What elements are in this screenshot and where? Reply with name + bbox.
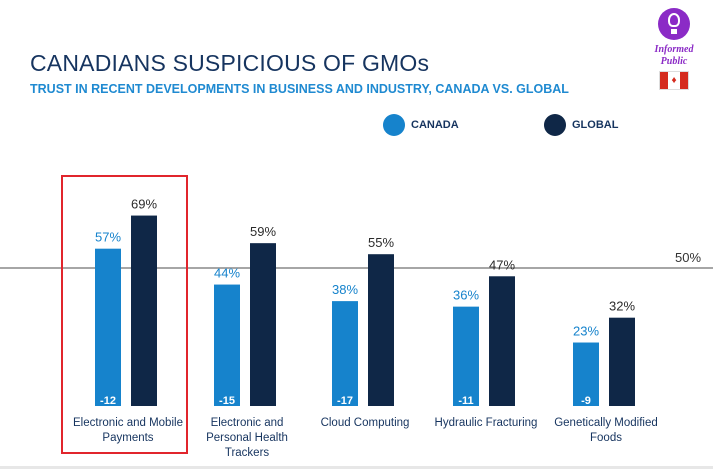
category-label-1: Electronic and Mobile Payments xyxy=(73,417,183,444)
category-label-4: Hydraulic Fracturing xyxy=(434,417,538,429)
bar-canada-4 xyxy=(453,306,479,406)
value-label-canada-5: 23% xyxy=(573,324,599,339)
bar-canada-1 xyxy=(95,248,121,406)
value-label-global-3: 55% xyxy=(368,235,394,250)
value-label-global-5: 32% xyxy=(609,299,635,314)
value-label-canada-4: 36% xyxy=(453,288,479,303)
bar-canada-2 xyxy=(214,284,240,406)
bar-canada-5 xyxy=(573,342,599,406)
value-label-canada-2: 44% xyxy=(214,266,240,281)
difference-label-4: -11 xyxy=(458,395,473,407)
category-label-3: Cloud Computing xyxy=(320,417,410,429)
canada-flag-icon: ♦ xyxy=(659,71,689,90)
bar-global-5 xyxy=(609,317,635,406)
legend-item-canada: CANADA xyxy=(383,114,459,136)
value-label-global-4: 47% xyxy=(489,257,515,272)
logo-line-1: Informed xyxy=(654,44,694,55)
bar-global-3 xyxy=(368,254,394,406)
lightbulb-icon xyxy=(658,8,690,40)
difference-label-1: -12 xyxy=(100,395,116,407)
legend-swatch-global xyxy=(544,114,566,136)
logo-text: Informed Public xyxy=(646,44,702,68)
footer-divider xyxy=(0,466,713,469)
highlight-box xyxy=(61,175,188,454)
legend-item-global: GLOBAL xyxy=(544,114,618,136)
value-label-canada-3: 38% xyxy=(332,282,358,297)
difference-label-3: -17 xyxy=(337,395,353,407)
chart-title: CANADIANS SUSPICIOUS OF GMOs xyxy=(30,50,430,76)
category-label-5: Genetically Modified Foods xyxy=(554,417,658,444)
bar-global-2 xyxy=(250,243,276,406)
reference-line-label: 50% xyxy=(675,250,701,265)
difference-label-2: -15 xyxy=(219,395,235,407)
chart-subtitle: TRUST IN RECENT DEVELOPMENTS IN BUSINESS… xyxy=(30,82,569,96)
logo-line-2: Public xyxy=(660,56,688,67)
legend-label-canada: CANADA xyxy=(411,119,459,131)
bar-global-4 xyxy=(489,276,515,406)
value-label-global-2: 59% xyxy=(250,224,276,239)
difference-label-5: -9 xyxy=(581,395,591,407)
value-label-canada-1: 57% xyxy=(95,230,121,245)
value-label-global-1: 69% xyxy=(131,197,157,212)
category-label-2: Electronic and Personal Health Trackers xyxy=(206,417,288,459)
informed-public-logo: Informed Public ♦ xyxy=(646,8,702,90)
bar-global-1 xyxy=(131,215,157,406)
legend-label-global: GLOBAL xyxy=(572,119,619,131)
bar-canada-3 xyxy=(332,301,358,406)
legend-swatch-canada xyxy=(383,114,405,136)
